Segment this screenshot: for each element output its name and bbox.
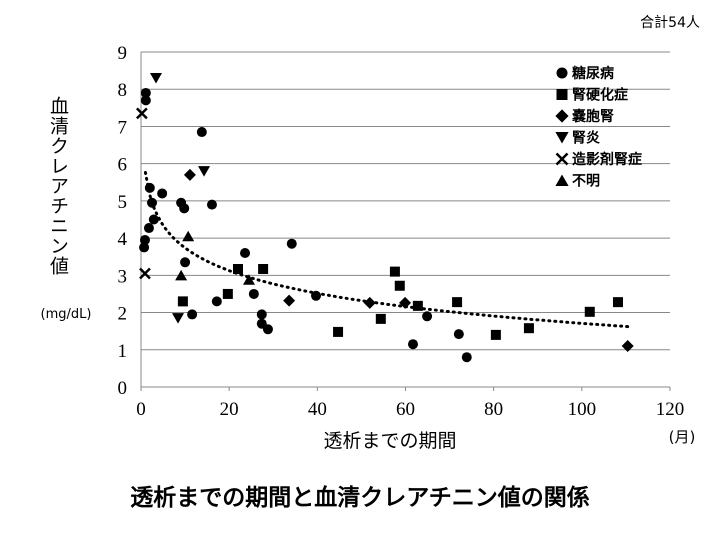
point [243, 274, 256, 285]
point [135, 107, 148, 120]
point [139, 242, 150, 253]
point [140, 87, 151, 98]
y-tick-label: 1 [118, 341, 128, 362]
y-tick-label: 5 [118, 192, 128, 213]
point [394, 280, 405, 291]
legend-label: 嚢胞腎 [571, 108, 614, 125]
x-tick-label: 100 [568, 399, 597, 420]
point [283, 294, 296, 307]
y-tick-label: 9 [118, 43, 128, 64]
x-tick-label: 80 [484, 399, 503, 420]
point [461, 352, 472, 363]
point [286, 238, 297, 249]
point [183, 168, 196, 181]
point [180, 257, 191, 268]
point [187, 309, 198, 320]
legend-label: 腎硬化症 [572, 87, 628, 104]
point [523, 323, 534, 334]
y-tick-label: 0 [118, 378, 128, 399]
point [182, 230, 195, 242]
y-tick-label: 8 [118, 80, 128, 101]
point [412, 300, 423, 311]
point [422, 311, 433, 322]
legend-marker [556, 67, 568, 79]
point [389, 266, 400, 277]
y-tick-label: 4 [118, 229, 128, 250]
point [375, 313, 386, 324]
x-axis-label: 透析までの期間 [323, 430, 456, 452]
x-tick-label: 60 [396, 399, 415, 420]
point [211, 296, 222, 307]
x-tick-label: 120 [656, 399, 685, 420]
point [139, 234, 150, 245]
point [452, 297, 463, 308]
point [206, 199, 217, 210]
point [407, 339, 418, 350]
x-tick-label: 0 [136, 399, 146, 420]
point [232, 264, 243, 275]
legend-marker [555, 152, 569, 166]
point [172, 313, 185, 324]
y-axis-unit: (mg/dL) [41, 307, 92, 322]
point [240, 248, 251, 258]
point [148, 214, 159, 225]
point [140, 95, 151, 106]
point [258, 264, 269, 275]
point [490, 329, 501, 340]
total-note: 合計54人 [640, 15, 700, 31]
legend-label: 腎炎 [572, 131, 600, 147]
point [222, 288, 233, 299]
point [198, 166, 211, 177]
point [621, 340, 634, 353]
legend-label: 造影剤腎症 [572, 151, 642, 168]
y-tick-label: 7 [118, 117, 128, 138]
legend-label: 糖尿病 [572, 65, 614, 82]
legend-marker [555, 132, 569, 144]
point [248, 288, 259, 299]
point [175, 269, 188, 281]
legend-marker [555, 174, 569, 186]
y-tick-label: 2 [118, 304, 128, 325]
x-axis-unit: (月) [669, 428, 696, 446]
point [612, 297, 623, 308]
point [143, 223, 154, 234]
point [196, 127, 207, 138]
point [584, 306, 595, 317]
legend-marker [556, 89, 568, 100]
y-axis-label: 血清クレアチニン値 [47, 96, 69, 276]
legend-label: 不明 [572, 174, 600, 190]
y-tick-label: 3 [118, 266, 128, 287]
x-tick-label: 20 [220, 399, 239, 420]
legend-marker [555, 109, 569, 123]
trendline [143, 171, 630, 329]
point [179, 203, 190, 214]
point [157, 188, 168, 199]
x-tick-label: 40 [308, 399, 327, 420]
point [256, 309, 267, 320]
point [262, 324, 273, 335]
point [149, 73, 162, 84]
point [333, 326, 344, 337]
point [139, 267, 151, 280]
y-tick-label: 6 [118, 155, 128, 176]
point [453, 329, 464, 340]
chart-title: 透析までの期間と血清クレアチニン値の関係 [130, 484, 590, 511]
point [177, 296, 188, 307]
